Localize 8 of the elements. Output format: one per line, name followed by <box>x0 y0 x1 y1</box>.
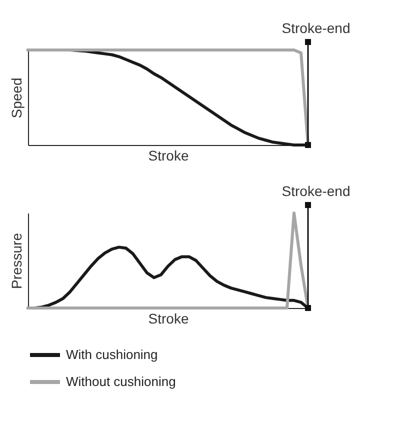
x-axis-title: Stroke <box>148 148 189 164</box>
text: Stroke-end <box>282 20 350 36</box>
text: Stroke-end <box>282 183 350 199</box>
y-axis-title: Pressure <box>8 232 24 290</box>
legend-label: With cushioning <box>66 347 158 362</box>
legend-label: Without cushioning <box>66 374 176 389</box>
y-axis-title: Speed <box>8 78 24 118</box>
x-axis-title: Stroke <box>148 310 189 326</box>
